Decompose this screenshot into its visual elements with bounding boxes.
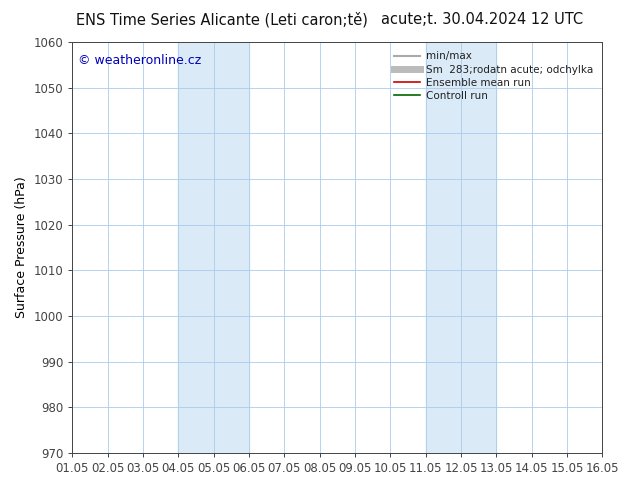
Bar bbox=[425, 42, 496, 453]
Y-axis label: Surface Pressure (hPa): Surface Pressure (hPa) bbox=[15, 176, 28, 318]
Text: ENS Time Series Alicante (Leti caron;tě): ENS Time Series Alicante (Leti caron;tě) bbox=[76, 12, 368, 28]
Text: acute;t. 30.04.2024 12 UTC: acute;t. 30.04.2024 12 UTC bbox=[381, 12, 583, 27]
Text: © weatheronline.cz: © weatheronline.cz bbox=[77, 54, 201, 68]
Legend: min/max, Sm  283;rodatn acute; odchylka, Ensemble mean run, Controll run: min/max, Sm 283;rodatn acute; odchylka, … bbox=[390, 47, 597, 105]
Bar bbox=[178, 42, 249, 453]
